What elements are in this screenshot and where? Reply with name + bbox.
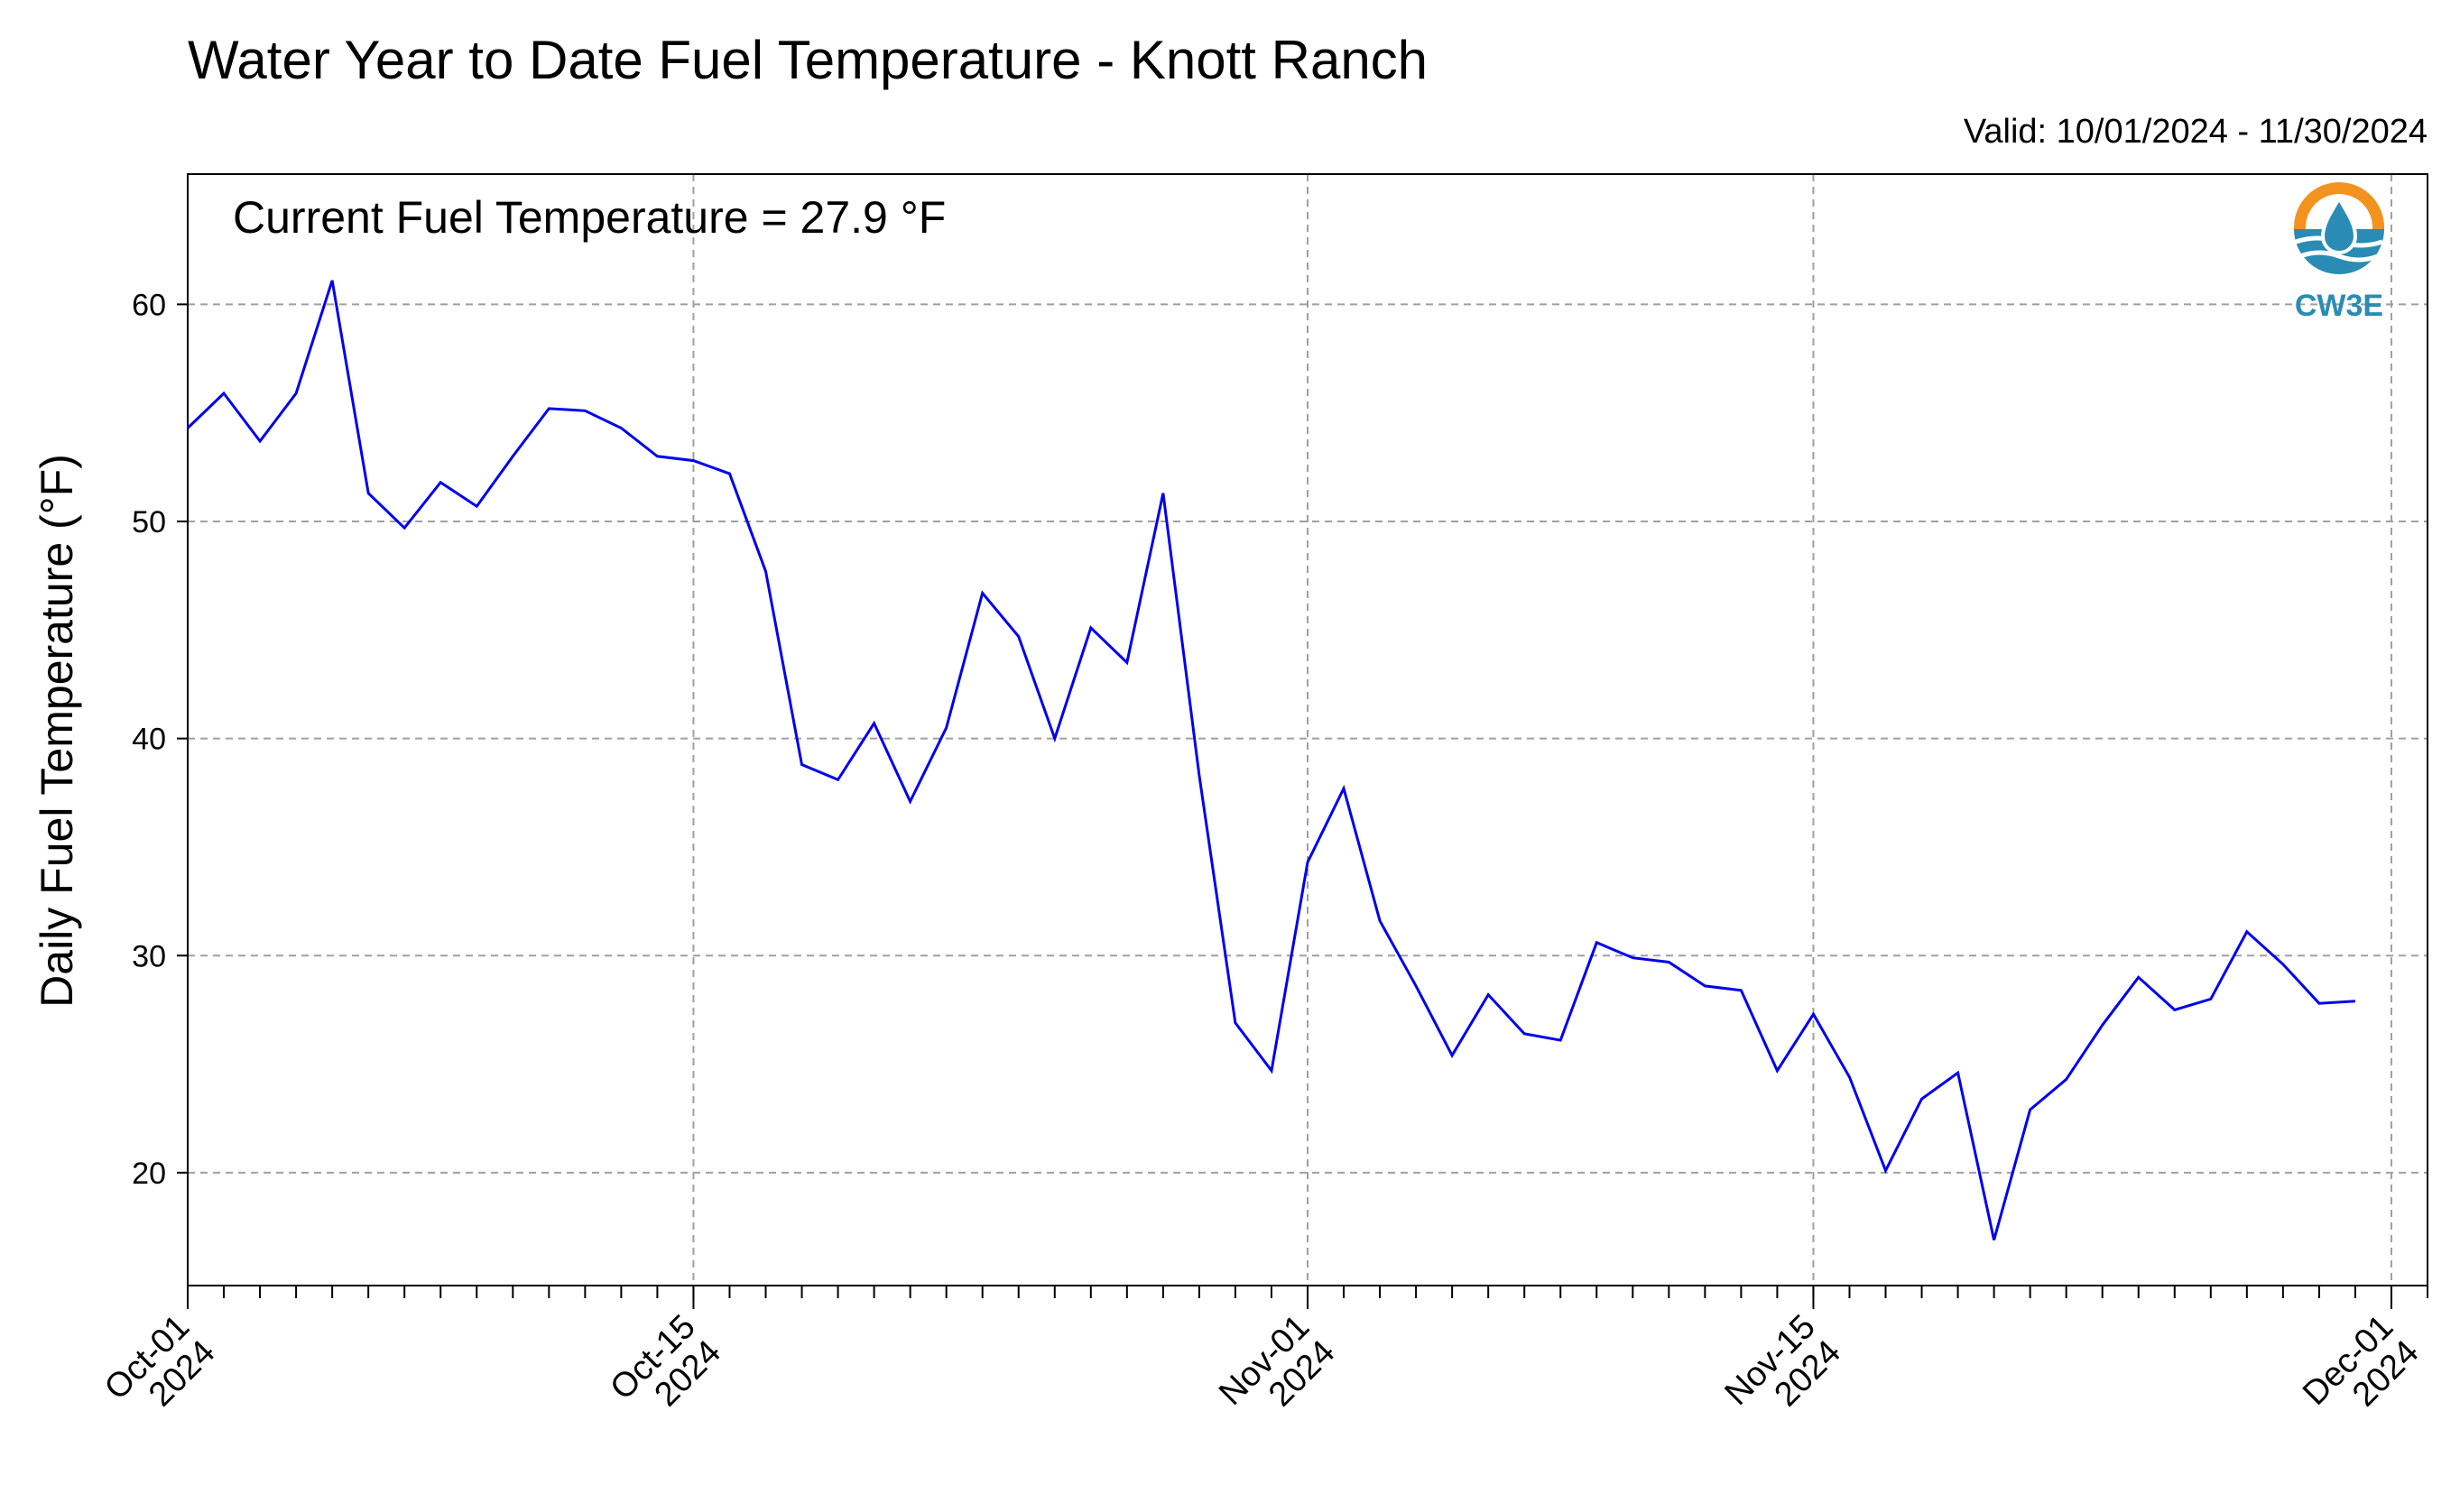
y-axis-label: Daily Fuel Temperature (°F) <box>32 454 82 1008</box>
current-fuel-temperature: Current Fuel Temperature = 27.9 °F <box>233 192 946 243</box>
valid-range: Valid: 10/01/2024 - 11/30/2024 <box>1964 113 2428 151</box>
y-tick-label: 50 <box>132 505 166 539</box>
x-tick-label: Nov-152024 <box>1717 1308 1848 1439</box>
y-tick-label: 60 <box>132 288 166 322</box>
cw3e-logo: CW3E <box>2294 182 2384 323</box>
x-tick-label: Dec-012024 <box>2296 1308 2427 1439</box>
series-line-fuel-temperature <box>186 280 2355 1240</box>
gridlines <box>187 174 2428 1286</box>
y-tick-label: 20 <box>132 1157 166 1191</box>
y-tick-label: 40 <box>132 723 166 757</box>
x-axis: Oct-012024 Oct-152024 Nov-012024 Nov-152024… <box>97 1286 2428 1439</box>
x-tick-label: Nov-012024 <box>1212 1308 1343 1439</box>
cw3e-logo-text: CW3E <box>2295 289 2383 323</box>
chart-title: Water Year to Date Fuel Temperature - Kn… <box>188 30 1428 90</box>
x-tick-label: Oct-012024 <box>97 1308 223 1434</box>
y-axis: 20 30 40 50 60 <box>132 288 188 1191</box>
x-tick-label: Oct-152024 <box>603 1308 728 1434</box>
y-tick-label: 30 <box>132 939 166 973</box>
cw3e-water-drop-logo-icon <box>2294 182 2384 274</box>
